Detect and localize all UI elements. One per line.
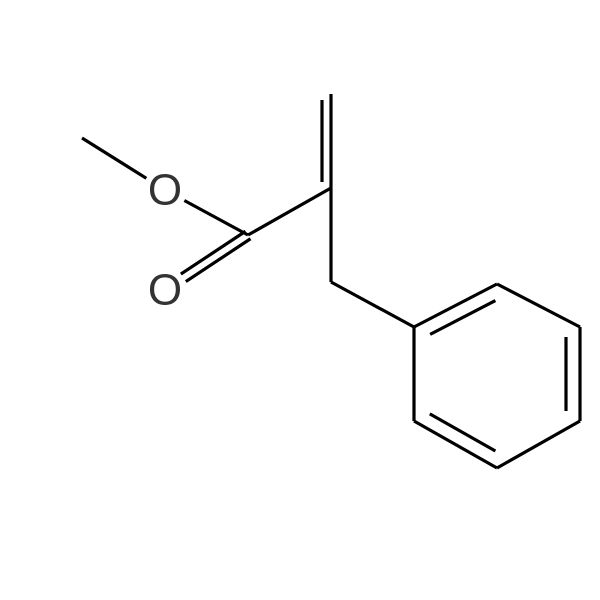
bond-line [186,239,251,282]
bond-line [430,301,495,335]
bond-line [184,200,248,235]
atom-label: O [148,166,182,215]
bond-line [248,188,331,235]
bond-line [181,231,246,274]
bond-line [82,138,146,178]
bond-line [497,421,580,468]
bond-line [497,284,580,327]
bond-line [430,414,496,451]
bond-line [331,282,414,327]
atom-label: O [148,266,182,315]
